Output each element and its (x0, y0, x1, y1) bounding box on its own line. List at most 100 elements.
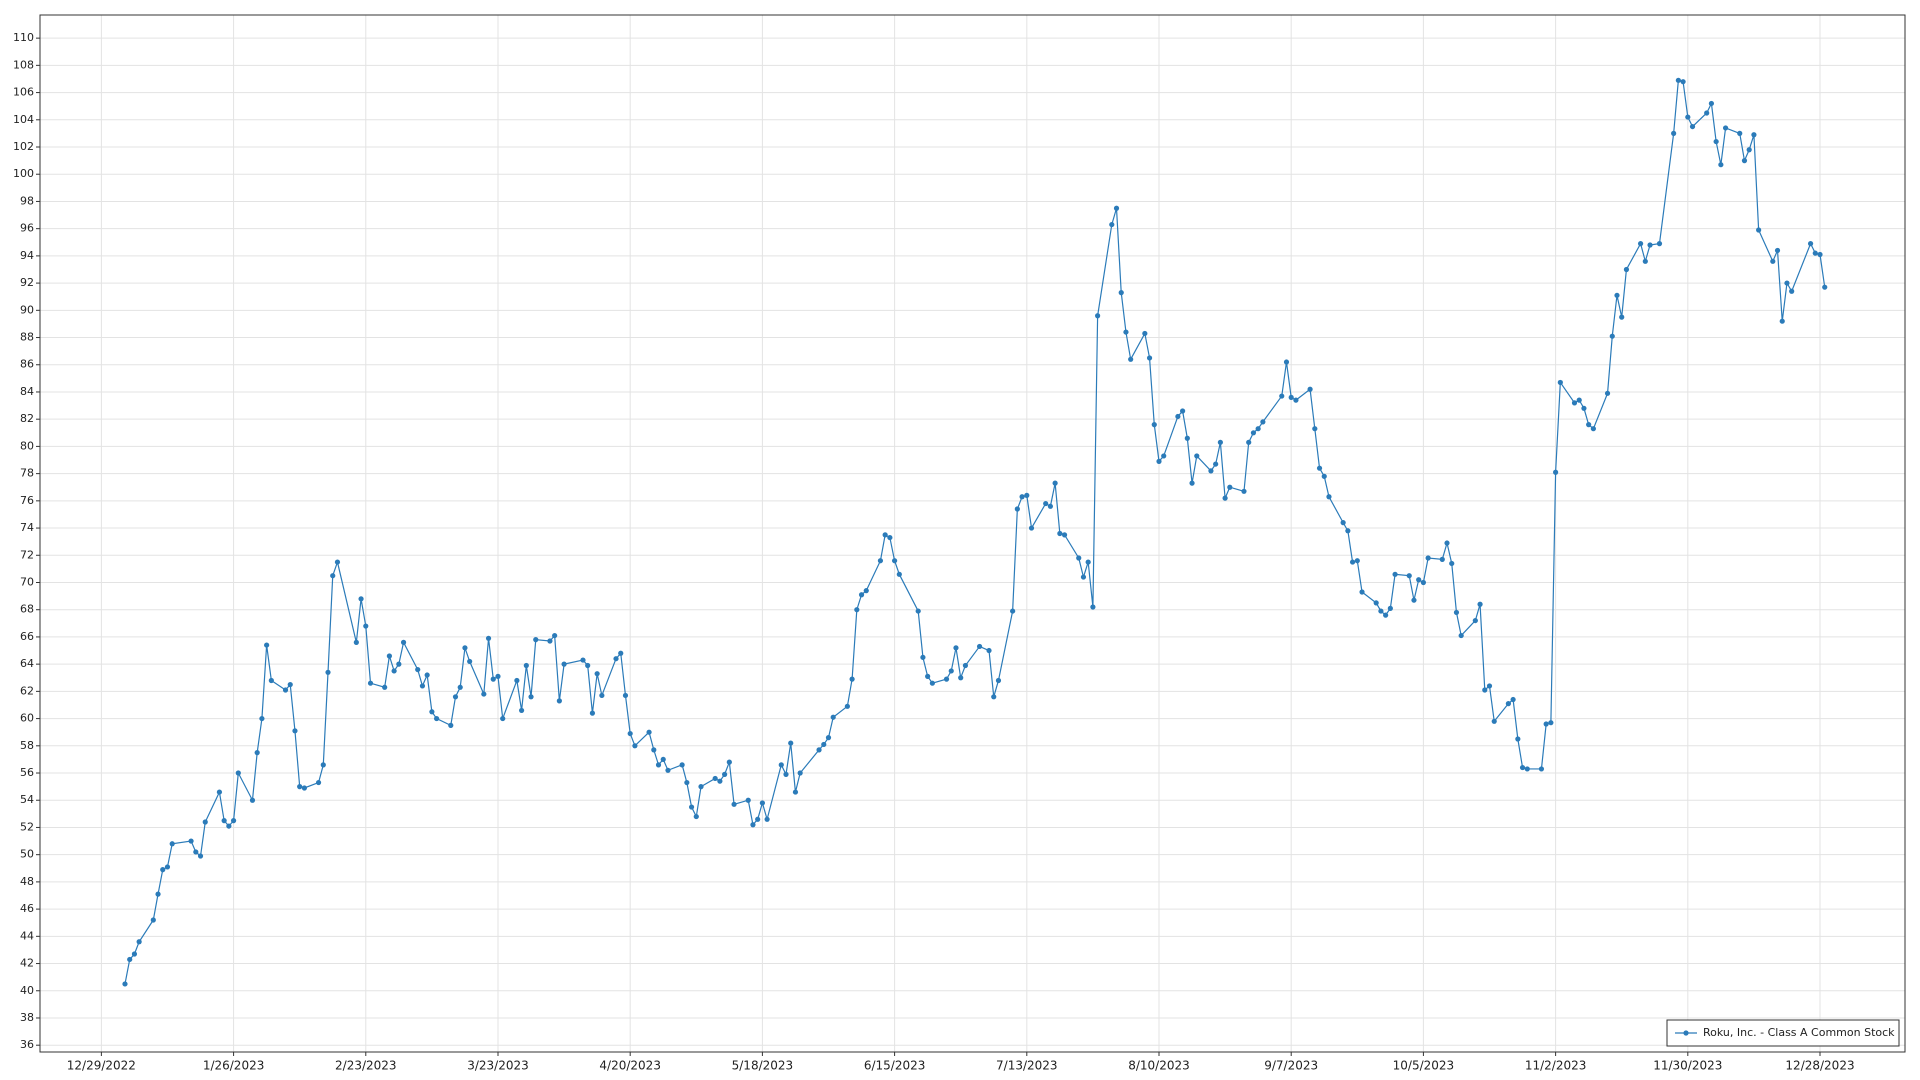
point (943, 676, 950, 682)
point (1538, 766, 1545, 772)
point (382, 684, 388, 690)
point (1576, 397, 1582, 403)
point (726, 759, 732, 765)
point (1161, 453, 1167, 459)
point (1708, 100, 1715, 107)
y-tick-label: 44 (20, 929, 34, 942)
point (462, 645, 468, 651)
point (1194, 453, 1200, 459)
point (1642, 258, 1648, 264)
point (1704, 110, 1710, 116)
point (1024, 492, 1030, 498)
y-tick-label: 76 (20, 494, 34, 507)
point (1784, 280, 1790, 286)
point (358, 596, 364, 602)
point (722, 771, 728, 777)
point (1756, 227, 1762, 233)
point (1359, 589, 1365, 595)
y-tick-label: 82 (20, 412, 34, 425)
x-tick-label: 6/15/2023 (864, 1059, 926, 1073)
point (1378, 608, 1384, 614)
point (415, 666, 421, 673)
point (1519, 764, 1526, 771)
point (599, 692, 605, 699)
point (1581, 405, 1587, 411)
point (1477, 601, 1483, 607)
point (127, 956, 133, 963)
point (1061, 532, 1068, 538)
point (330, 573, 336, 579)
point (1293, 397, 1299, 403)
point (353, 639, 359, 645)
y-tick-label: 92 (20, 276, 34, 289)
point (589, 710, 596, 716)
x-tick-label: 1/26/2023 (203, 1059, 265, 1073)
point (1680, 79, 1686, 85)
point (197, 853, 204, 859)
point (915, 608, 921, 614)
x-tick-label: 12/28/2023 (1785, 1059, 1854, 1073)
point (887, 534, 893, 541)
point (925, 673, 931, 679)
y-tick-label: 60 (20, 712, 34, 725)
point (816, 747, 822, 753)
point (891, 558, 898, 564)
point (1184, 435, 1190, 441)
point (797, 770, 803, 776)
point (1283, 359, 1290, 365)
point (1548, 720, 1554, 726)
point (698, 784, 704, 790)
point (660, 756, 666, 763)
point (1189, 480, 1195, 486)
point (523, 662, 529, 669)
point (1392, 571, 1398, 577)
y-tick-label: 56 (20, 766, 34, 779)
point (1779, 318, 1785, 324)
point (367, 680, 374, 686)
point (618, 650, 624, 656)
y-tick-label: 102 (13, 140, 34, 153)
x-tick-label: 8/10/2023 (1128, 1059, 1190, 1073)
point (1656, 241, 1663, 247)
point (854, 607, 860, 613)
point (1713, 138, 1719, 145)
point (1416, 577, 1422, 583)
y-tick-label: 90 (20, 303, 34, 316)
point (452, 694, 459, 700)
point (1321, 473, 1327, 479)
point (514, 677, 520, 684)
point (1505, 701, 1511, 707)
point (155, 891, 161, 897)
point (755, 816, 761, 822)
point (1482, 687, 1488, 693)
x-tick-label: 12/29/2022 (67, 1059, 136, 1073)
point (1146, 355, 1153, 361)
point (485, 635, 492, 641)
point (613, 656, 619, 662)
point (386, 653, 392, 659)
y-tick-label: 84 (20, 385, 34, 398)
y-tick-label: 50 (20, 848, 34, 861)
y-tick-label: 64 (20, 657, 34, 670)
point (783, 771, 789, 777)
point (877, 558, 884, 564)
point (1354, 558, 1360, 564)
point (1718, 162, 1724, 168)
point (481, 691, 487, 697)
point (655, 762, 662, 768)
y-tick-label: 72 (20, 548, 34, 561)
point (1241, 488, 1247, 494)
point (552, 632, 558, 639)
point (1453, 609, 1460, 616)
point (580, 657, 586, 663)
legend-box (1666, 1019, 1900, 1047)
point (1109, 221, 1115, 228)
point (1557, 379, 1563, 386)
point (1604, 390, 1611, 396)
point (1217, 439, 1223, 445)
point (1156, 458, 1162, 464)
point (1113, 205, 1120, 211)
point (1260, 419, 1266, 425)
point (131, 951, 138, 957)
